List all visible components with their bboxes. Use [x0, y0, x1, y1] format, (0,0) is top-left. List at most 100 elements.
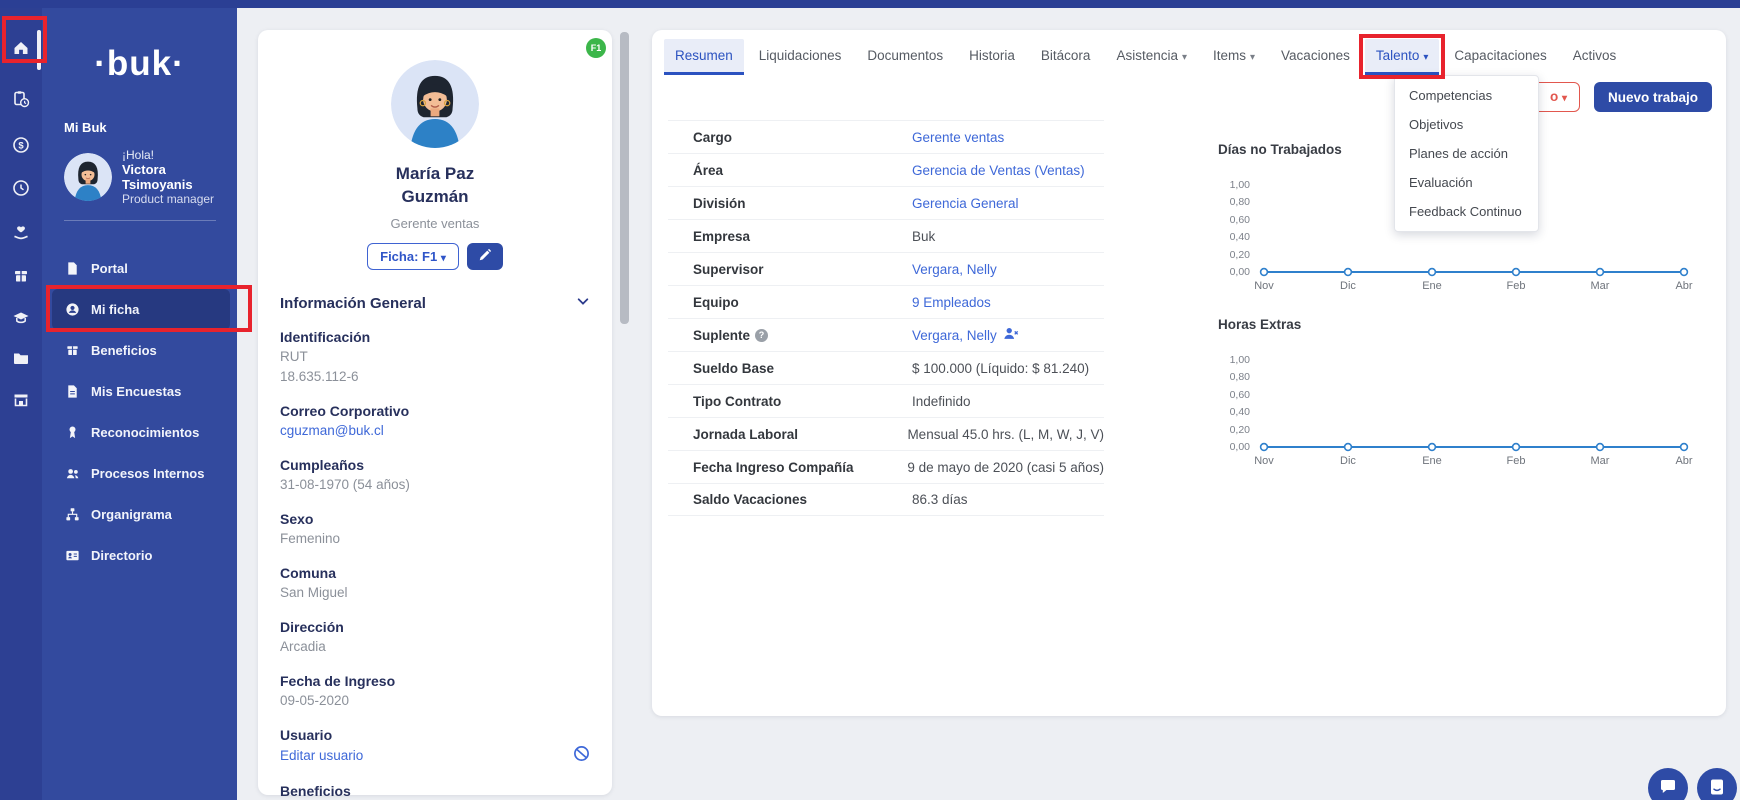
chat-bubble-icon [1658, 777, 1678, 800]
chevron-down-icon[interactable] [576, 294, 590, 313]
table-row: Área Gerencia de Ventas (Ventas) [668, 153, 1104, 186]
clipboard-clock-icon[interactable] [12, 90, 30, 108]
svg-text:$: $ [18, 140, 24, 151]
storefront-icon[interactable] [12, 391, 30, 409]
sidebar-item-mi-ficha[interactable]: Mi ficha [52, 289, 230, 330]
tab-bar: Resumen Liquidaciones Documentos Histori… [664, 34, 1627, 79]
line-plot [1259, 442, 1689, 452]
edit-user-link[interactable]: Editar usuario [280, 748, 364, 763]
table-row: Fecha Ingreso Compañía 9 de mayo de 2020… [668, 450, 1104, 483]
menu-item-competencias[interactable]: Competencias [1409, 88, 1493, 103]
field-sexo: Sexo Femenino [280, 511, 341, 546]
tab-activos[interactable]: Activos [1572, 48, 1617, 63]
corporate-email-link[interactable]: cguzman@buk.cl [280, 423, 384, 438]
buk-logo[interactable]: ·buk· [94, 44, 185, 83]
field-identificacion: Identificación RUT 18.635.112-6 [280, 329, 371, 384]
ficha-badge: F1 [586, 38, 606, 58]
dollar-circle-icon[interactable]: $ [12, 136, 30, 154]
document-icon [65, 384, 80, 399]
table-row: División Gerencia General [668, 186, 1104, 219]
clock-icon[interactable] [12, 179, 30, 197]
table-row: Sueldo Base $ 100.000 (Líquido: $ 81.240… [668, 351, 1104, 384]
help-icon[interactable]: ? [755, 328, 769, 342]
remove-person-icon[interactable] [1003, 327, 1019, 343]
tab-vacaciones[interactable]: Vacaciones [1281, 48, 1350, 63]
field-cumpleanos: Cumpleaños 31-08-1970 (54 años) [280, 457, 410, 492]
chat-button[interactable] [1648, 768, 1688, 800]
menu-item-objetivos[interactable]: Objetivos [1409, 117, 1464, 132]
home-icon[interactable] [12, 30, 41, 70]
division-link[interactable]: Gerencia General [912, 195, 1019, 211]
user-name: Victora Tsimoyanis [122, 162, 193, 192]
area-link[interactable]: Gerencia de Ventas (Ventas) [912, 162, 1085, 178]
help-center-button[interactable] [1697, 768, 1737, 800]
table-row: Saldo Vacaciones 86.3 días [668, 483, 1104, 516]
gift-box-icon [65, 343, 80, 358]
table-row: Supervisor Vergara, Nelly [668, 252, 1104, 285]
tab-asistencia[interactable]: Asistencia ▾ [1116, 48, 1187, 63]
sidebar-item-organigrama[interactable]: Organigrama [52, 494, 230, 535]
tab-historia[interactable]: Historia [969, 48, 1015, 63]
supervisor-link[interactable]: Vergara, Nelly [912, 261, 997, 277]
chevron-down-icon: ▾ [1561, 93, 1567, 104]
chevron-down-icon: ▾ [440, 253, 446, 264]
employee-name-line2: Guzmán [401, 187, 469, 206]
menu-item-feedback-continuo[interactable]: Feedback Continuo [1409, 204, 1522, 219]
medal-icon [65, 425, 80, 440]
cargo-link[interactable]: Gerente ventas [912, 129, 1005, 145]
tab-resumen[interactable]: Resumen [664, 39, 744, 75]
scrollbar-thumb[interactable] [620, 32, 629, 324]
section-title: Información General [280, 295, 426, 312]
menu-item-evaluacion[interactable]: Evaluación [1409, 175, 1473, 190]
icon-rail: $ [0, 8, 42, 800]
field-correo-corporativo: Correo Corporativo cguzman@buk.cl [280, 403, 410, 438]
summary-info-table: Cargo Gerente ventas Área Gerencia de Ve… [668, 120, 1104, 516]
hand-heart-icon[interactable] [12, 224, 30, 242]
table-row: Tipo Contrato Indefinido [668, 384, 1104, 417]
menu-item-planes-de-accion[interactable]: Planes de acción [1409, 146, 1509, 161]
suplente-link[interactable]: Vergara, Nelly [912, 327, 997, 343]
tab-items[interactable]: Items ▾ [1213, 48, 1256, 63]
person-circle-icon [65, 302, 80, 317]
book-smile-icon [1707, 777, 1727, 800]
graduation-cap-icon[interactable] [12, 309, 30, 327]
employee-name-line1: María Paz [395, 164, 475, 183]
user-role: Product manager [122, 192, 215, 206]
user-avatar [64, 153, 112, 201]
current-user-block[interactable]: ¡Hola! Victora Tsimoyanis Product manage… [64, 148, 237, 206]
chevron-down-icon: ▾ [1423, 52, 1429, 63]
sidebar-divider [64, 220, 216, 221]
new-job-button[interactable]: Nuevo trabajo [1594, 82, 1713, 112]
contact-card-icon [65, 548, 80, 563]
edit-profile-button[interactable] [466, 243, 503, 270]
employee-avatar [391, 60, 479, 148]
tab-bitacora[interactable]: Bitácora [1040, 48, 1091, 63]
team-link[interactable]: 9 Empleados [912, 294, 991, 310]
folder-icon[interactable] [12, 349, 30, 367]
sidebar-item-directorio[interactable]: Directorio [52, 535, 230, 576]
field-fecha-ingreso: Fecha de Ingreso 09-05-2020 [280, 673, 396, 708]
block-user-icon[interactable] [573, 745, 590, 767]
user-greeting: ¡Hola! [122, 148, 155, 162]
employee-profile-card: María Paz Guzmán Gerente ventas Ficha: F… [258, 30, 612, 799]
ficha-selector-button[interactable]: Ficha: F1 ▾ [367, 243, 459, 270]
chevron-down-icon: ▾ [1250, 52, 1256, 63]
pencil-icon [478, 248, 492, 265]
top-accent-bar [0, 0, 1740, 8]
sidebar-item-procesos-internos[interactable]: Procesos Internos [52, 453, 230, 494]
tab-liquidaciones[interactable]: Liquidaciones [758, 48, 842, 63]
field-direccion: Dirección Arcadia [280, 619, 344, 654]
active-rail-indicator [37, 30, 41, 70]
tab-capacitaciones[interactable]: Capacitaciones [1454, 48, 1547, 63]
table-row: Suplente? Vergara, Nelly [668, 318, 1104, 351]
sidebar-item-portal[interactable]: Portal [52, 248, 230, 289]
line-plot [1259, 267, 1689, 277]
gift-box-icon[interactable] [12, 267, 30, 285]
sidebar-item-mis-encuestas[interactable]: Mis Encuestas [52, 371, 230, 412]
sidebar-menu: Portal Mi ficha Beneficios Mis Encuestas… [52, 248, 230, 576]
sidebar-item-reconocimientos[interactable]: Reconocimientos [52, 412, 230, 453]
tab-talento[interactable]: Talento ▾ [1358, 34, 1445, 79]
sidebar-item-beneficios[interactable]: Beneficios [52, 330, 230, 371]
tab-documentos[interactable]: Documentos [867, 48, 944, 63]
